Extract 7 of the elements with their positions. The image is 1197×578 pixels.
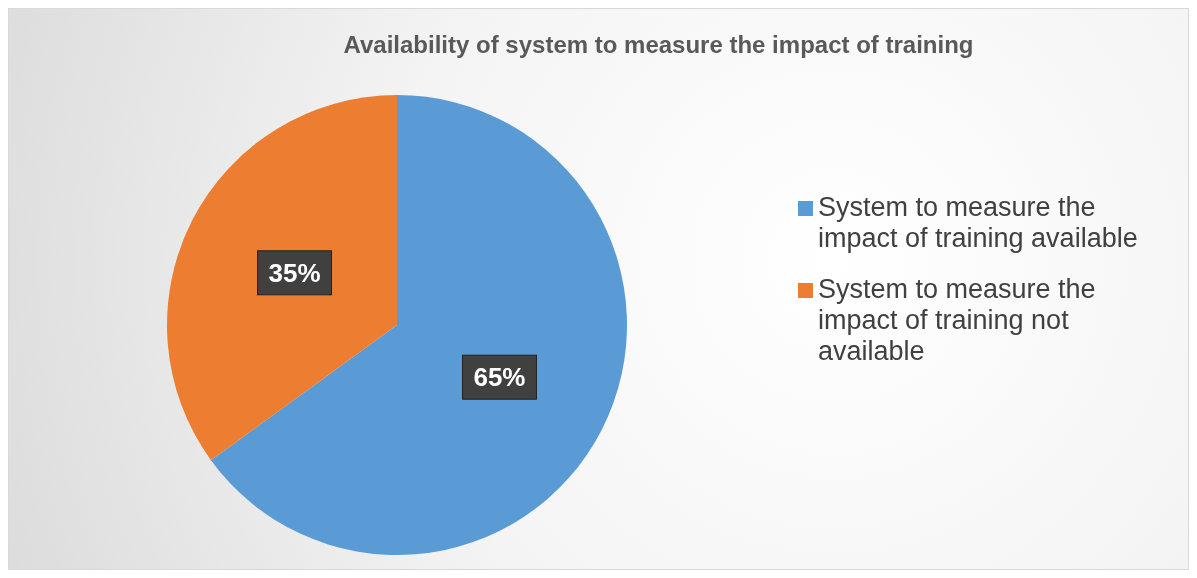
data-label: 65% xyxy=(473,362,526,393)
data-label: 35% xyxy=(268,257,321,288)
chart-title: Availability of system to measure the impact of training xyxy=(342,31,975,59)
pie-slice xyxy=(167,95,397,461)
legend-label: System to measure the impact of training not available xyxy=(818,273,1097,367)
pie-slice xyxy=(210,95,627,555)
legend-label: System to measure the impact of training available xyxy=(818,191,1139,254)
